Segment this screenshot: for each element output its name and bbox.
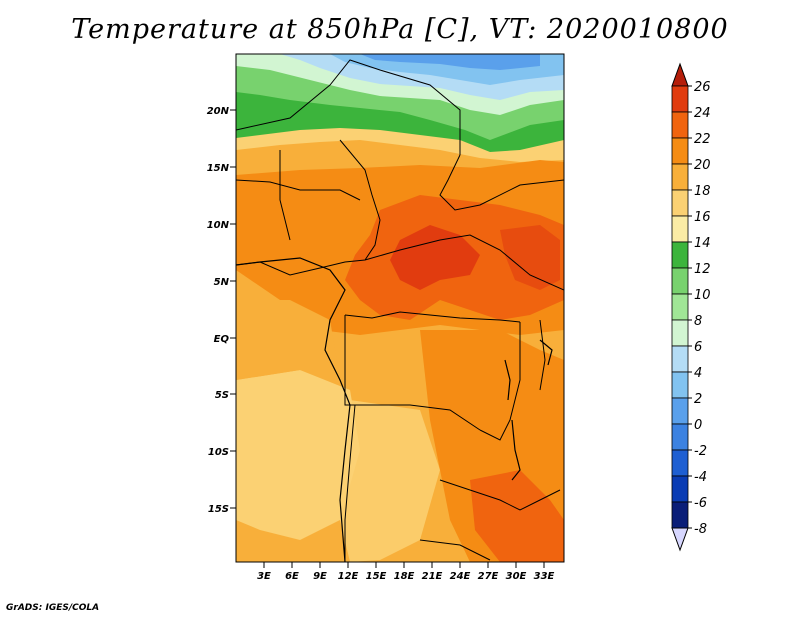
latitude-axis: 20N 15N 10N 5N EQ 5S 10S 15S [207,106,236,515]
colorbar-label: 26 [694,80,711,95]
colorbar-swatch [671,475,689,503]
colorbar-swatch [671,163,689,191]
colorbar-label: 6 [694,340,702,355]
colorbar-swatch [671,241,689,269]
colorbar-label: 14 [694,236,711,251]
lon-label: 12E [338,571,359,582]
colorbar-label: 18 [694,184,711,199]
lat-label: 5S [215,390,229,401]
lon-label: 3E [257,571,271,582]
colorbar-label: 20 [694,158,711,173]
lat-label: 10S [208,447,229,458]
colorbar-label: 22 [694,132,711,147]
country-borders [236,59,564,562]
map-frame [235,53,565,563]
colorbar-swatch [671,423,689,451]
lon-label: 9E [313,571,327,582]
colorbar-swatch [671,189,689,217]
coastlines [235,257,553,563]
colorbar-label: 16 [694,210,711,225]
colorbar-label: 2 [694,392,702,407]
longitude-axis: 3E 6E 9E 12E 15E 18E 21E 24E 27E 30E 33E [257,562,555,582]
lon-label: 30E [506,571,527,582]
colorbar-bottom-arrow [671,527,689,552]
colorbar-swatch [671,215,689,243]
lon-label: 24E [450,571,471,582]
colorbar-swatch [671,137,689,165]
colorbar-swatch [671,501,689,529]
lat-label: 10N [207,220,230,231]
colorbar-swatch [671,397,689,425]
colorbar-swatch [671,345,689,373]
lon-label: 15E [366,571,387,582]
lon-label: 18E [394,571,415,582]
temperature-field [236,54,564,562]
lat-label: 20N [207,106,230,117]
lon-label: 27E [478,571,499,582]
map-title: Temperature at 850hPa [C], VT: 202001080… [71,14,729,45]
lat-label: 5N [214,277,230,288]
colorbar-label: 12 [694,262,711,277]
colorbar-label: -4 [694,470,707,485]
colorbar-label: -6 [694,496,707,511]
colorbar-label: -2 [694,444,707,459]
lon-label: 6E [285,571,299,582]
lat-label: 15N [207,163,230,174]
colorbar-top-arrow [671,62,689,87]
colorbar-label: 0 [694,418,702,433]
lat-label: EQ [214,334,230,345]
colorbar-label: -8 [694,522,707,537]
colorbar-label: 24 [694,106,711,121]
colorbar-swatch [671,111,689,139]
colorbar-swatch [671,449,689,477]
lon-label: 21E [422,571,443,582]
colorbar-swatch [671,371,689,399]
colorbar-label: 10 [694,288,711,303]
colorbar-swatch [671,293,689,321]
colorbar-label: 4 [694,366,702,381]
colorbar-swatch [671,85,689,113]
colorbar-label: 8 [694,314,702,329]
colorbar-swatch [671,267,689,295]
grads-credit: GrADS: IGES/COLA [6,603,100,613]
lon-label: 33E [534,571,555,582]
lat-label: 15S [208,504,229,515]
colorbar-swatch [671,319,689,347]
